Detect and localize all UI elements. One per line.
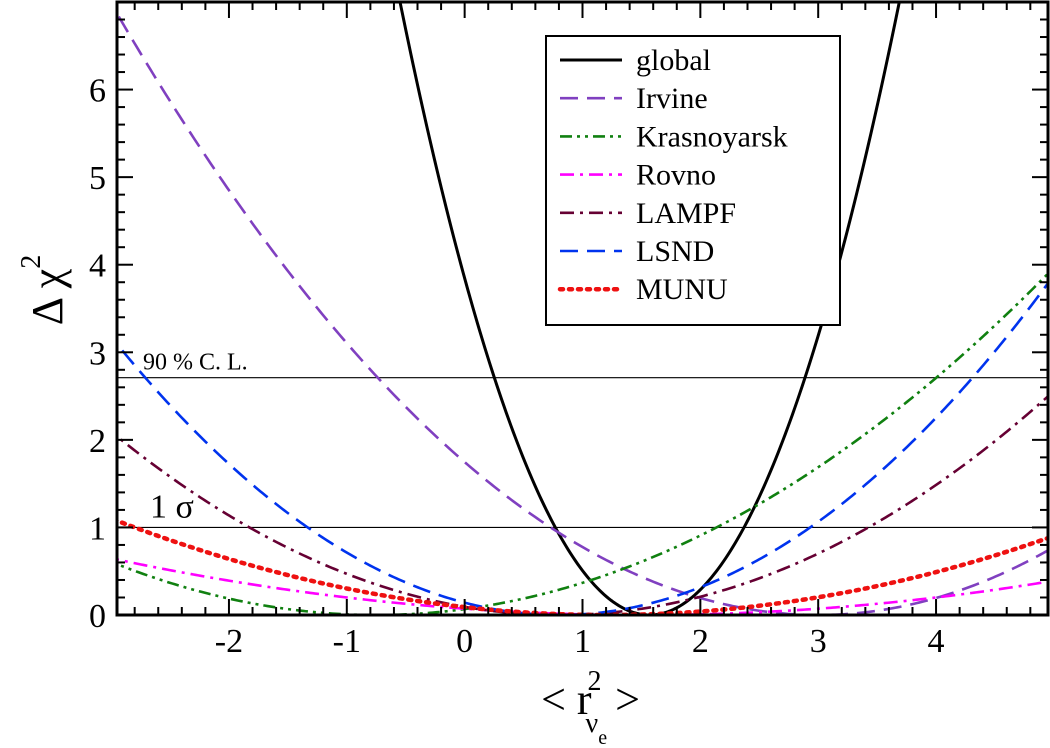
legend-label-lsnd: LSND [636,235,714,268]
reference-label-0: 90 % C. L. [143,350,248,376]
x-tick-label: -2 [215,623,243,660]
legend-label-rovno: Rovno [636,159,716,192]
x-tick-label: -1 [333,623,361,660]
y-tick-label: 5 [89,160,106,197]
y-axis-title: Δ χ2 [16,255,72,325]
y-axis-title-main: Δ χ [23,268,72,325]
x-axis-title-space-1 [566,675,577,724]
x-tick-label: 2 [692,623,709,660]
x-tick-label: 0 [456,623,473,660]
reference-labels: 90 % C. L. 1 σ [143,350,248,526]
y-tick-label: 3 [89,335,106,372]
y-tick-label: 4 [89,248,106,285]
legend-label-munu: MUNU [636,273,728,306]
y-axis-title-sup: 2 [16,255,47,269]
x-axis-title-subsub: e [598,727,607,748]
x-tick-label: 3 [810,623,827,660]
legend-label-global: global [636,44,711,77]
x-tick-label: 4 [928,623,945,660]
x-axis-title-sup: 2 [588,666,602,697]
y-tick-label: 2 [89,423,106,460]
x-axis-title-sub: ν [586,708,599,739]
y-tick-label: 1 [89,510,106,547]
x-axis-title-right: > [615,675,640,724]
y-tick-label: 6 [89,73,106,110]
x-tick-label: 1 [574,623,591,660]
x-axis-title: < r2 νe> [541,666,640,748]
legend-label-krasnoyarsk: Krasnoyarsk [636,120,788,153]
reference-label-1: 1 σ [150,488,194,525]
legend-label-lampf: LAMPF [636,197,736,230]
legend-label-irvine: Irvine [636,82,708,115]
x-axis-title-left: < [541,675,566,724]
y-tick-label: 0 [89,598,106,635]
